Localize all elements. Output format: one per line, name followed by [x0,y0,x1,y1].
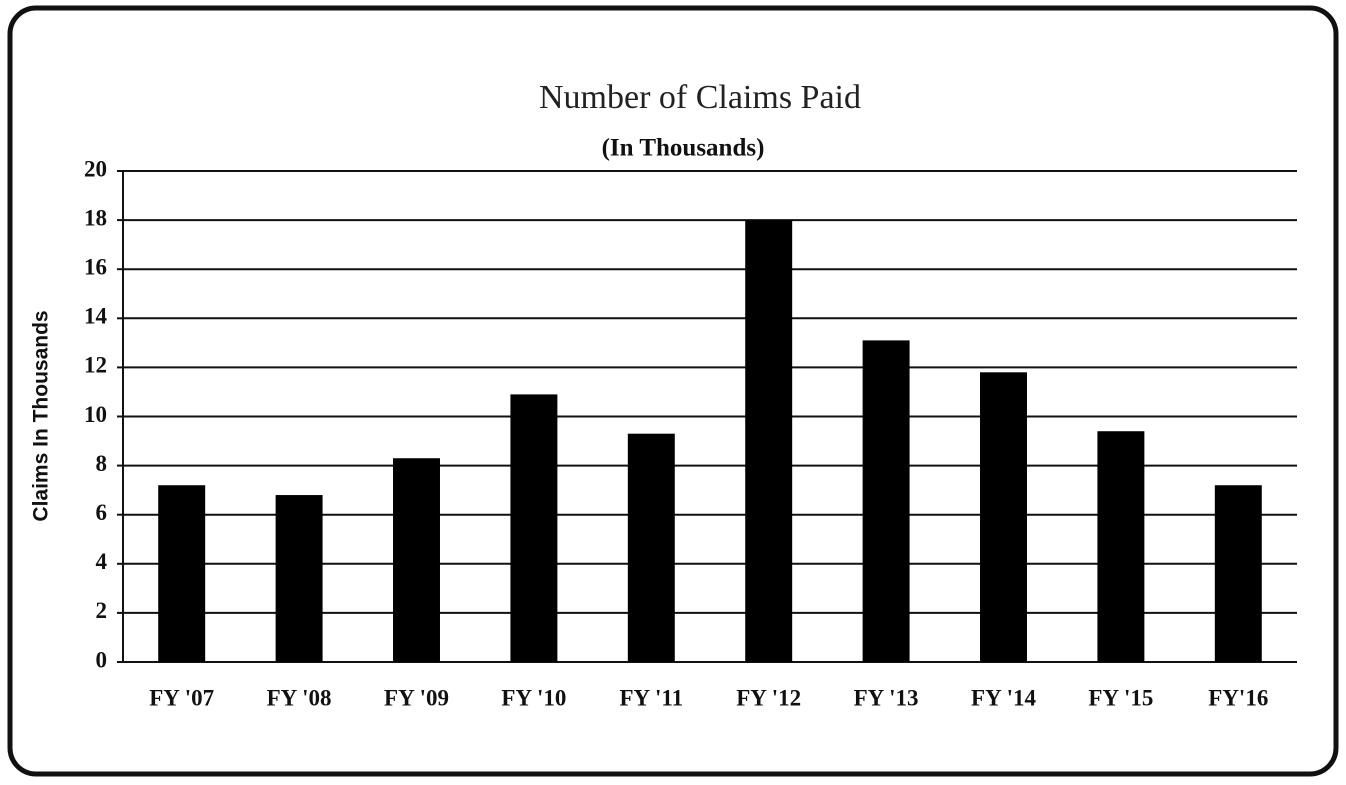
bar [862,340,910,662]
y-tick-label: 20 [84,156,107,181]
y-tick-label: 0 [96,647,108,672]
x-tick-label: FY '11 [619,685,683,710]
y-tick-label: 10 [84,402,107,427]
chart-title: Number of Claims Paid [539,79,861,116]
bar [627,433,675,662]
x-tick-label: FY '13 [854,685,919,710]
bar [980,372,1027,662]
x-tick-label: FY '15 [1088,685,1153,710]
chart-subtitle: (In Thousands) [602,135,765,162]
y-tick-label: 4 [96,549,108,574]
x-tick-label: FY '07 [149,685,214,710]
x-tick-label: FY '08 [267,685,332,710]
bar [1214,485,1262,662]
y-tick-label: 2 [96,598,108,623]
y-axis-label: Claims In Thousands [30,310,53,521]
y-tick-label: 16 [84,254,107,279]
x-tick-label: FY '12 [736,685,801,710]
y-tick-label: 8 [96,451,108,476]
x-tick-label: FY '10 [501,685,566,710]
y-tick-label: 14 [84,304,108,329]
y-tick-label: 18 [84,205,107,230]
bar [158,485,206,662]
x-tick-label: FY'16 [1208,685,1268,710]
bar [393,458,440,662]
x-tick-label: FY '14 [971,685,1036,710]
bar [745,220,793,662]
bar [275,495,323,662]
bar [510,394,558,662]
y-tick-label: 12 [84,353,107,378]
bar [1097,431,1145,662]
x-tick-label: FY '09 [384,685,449,710]
y-tick-label: 6 [96,500,108,525]
